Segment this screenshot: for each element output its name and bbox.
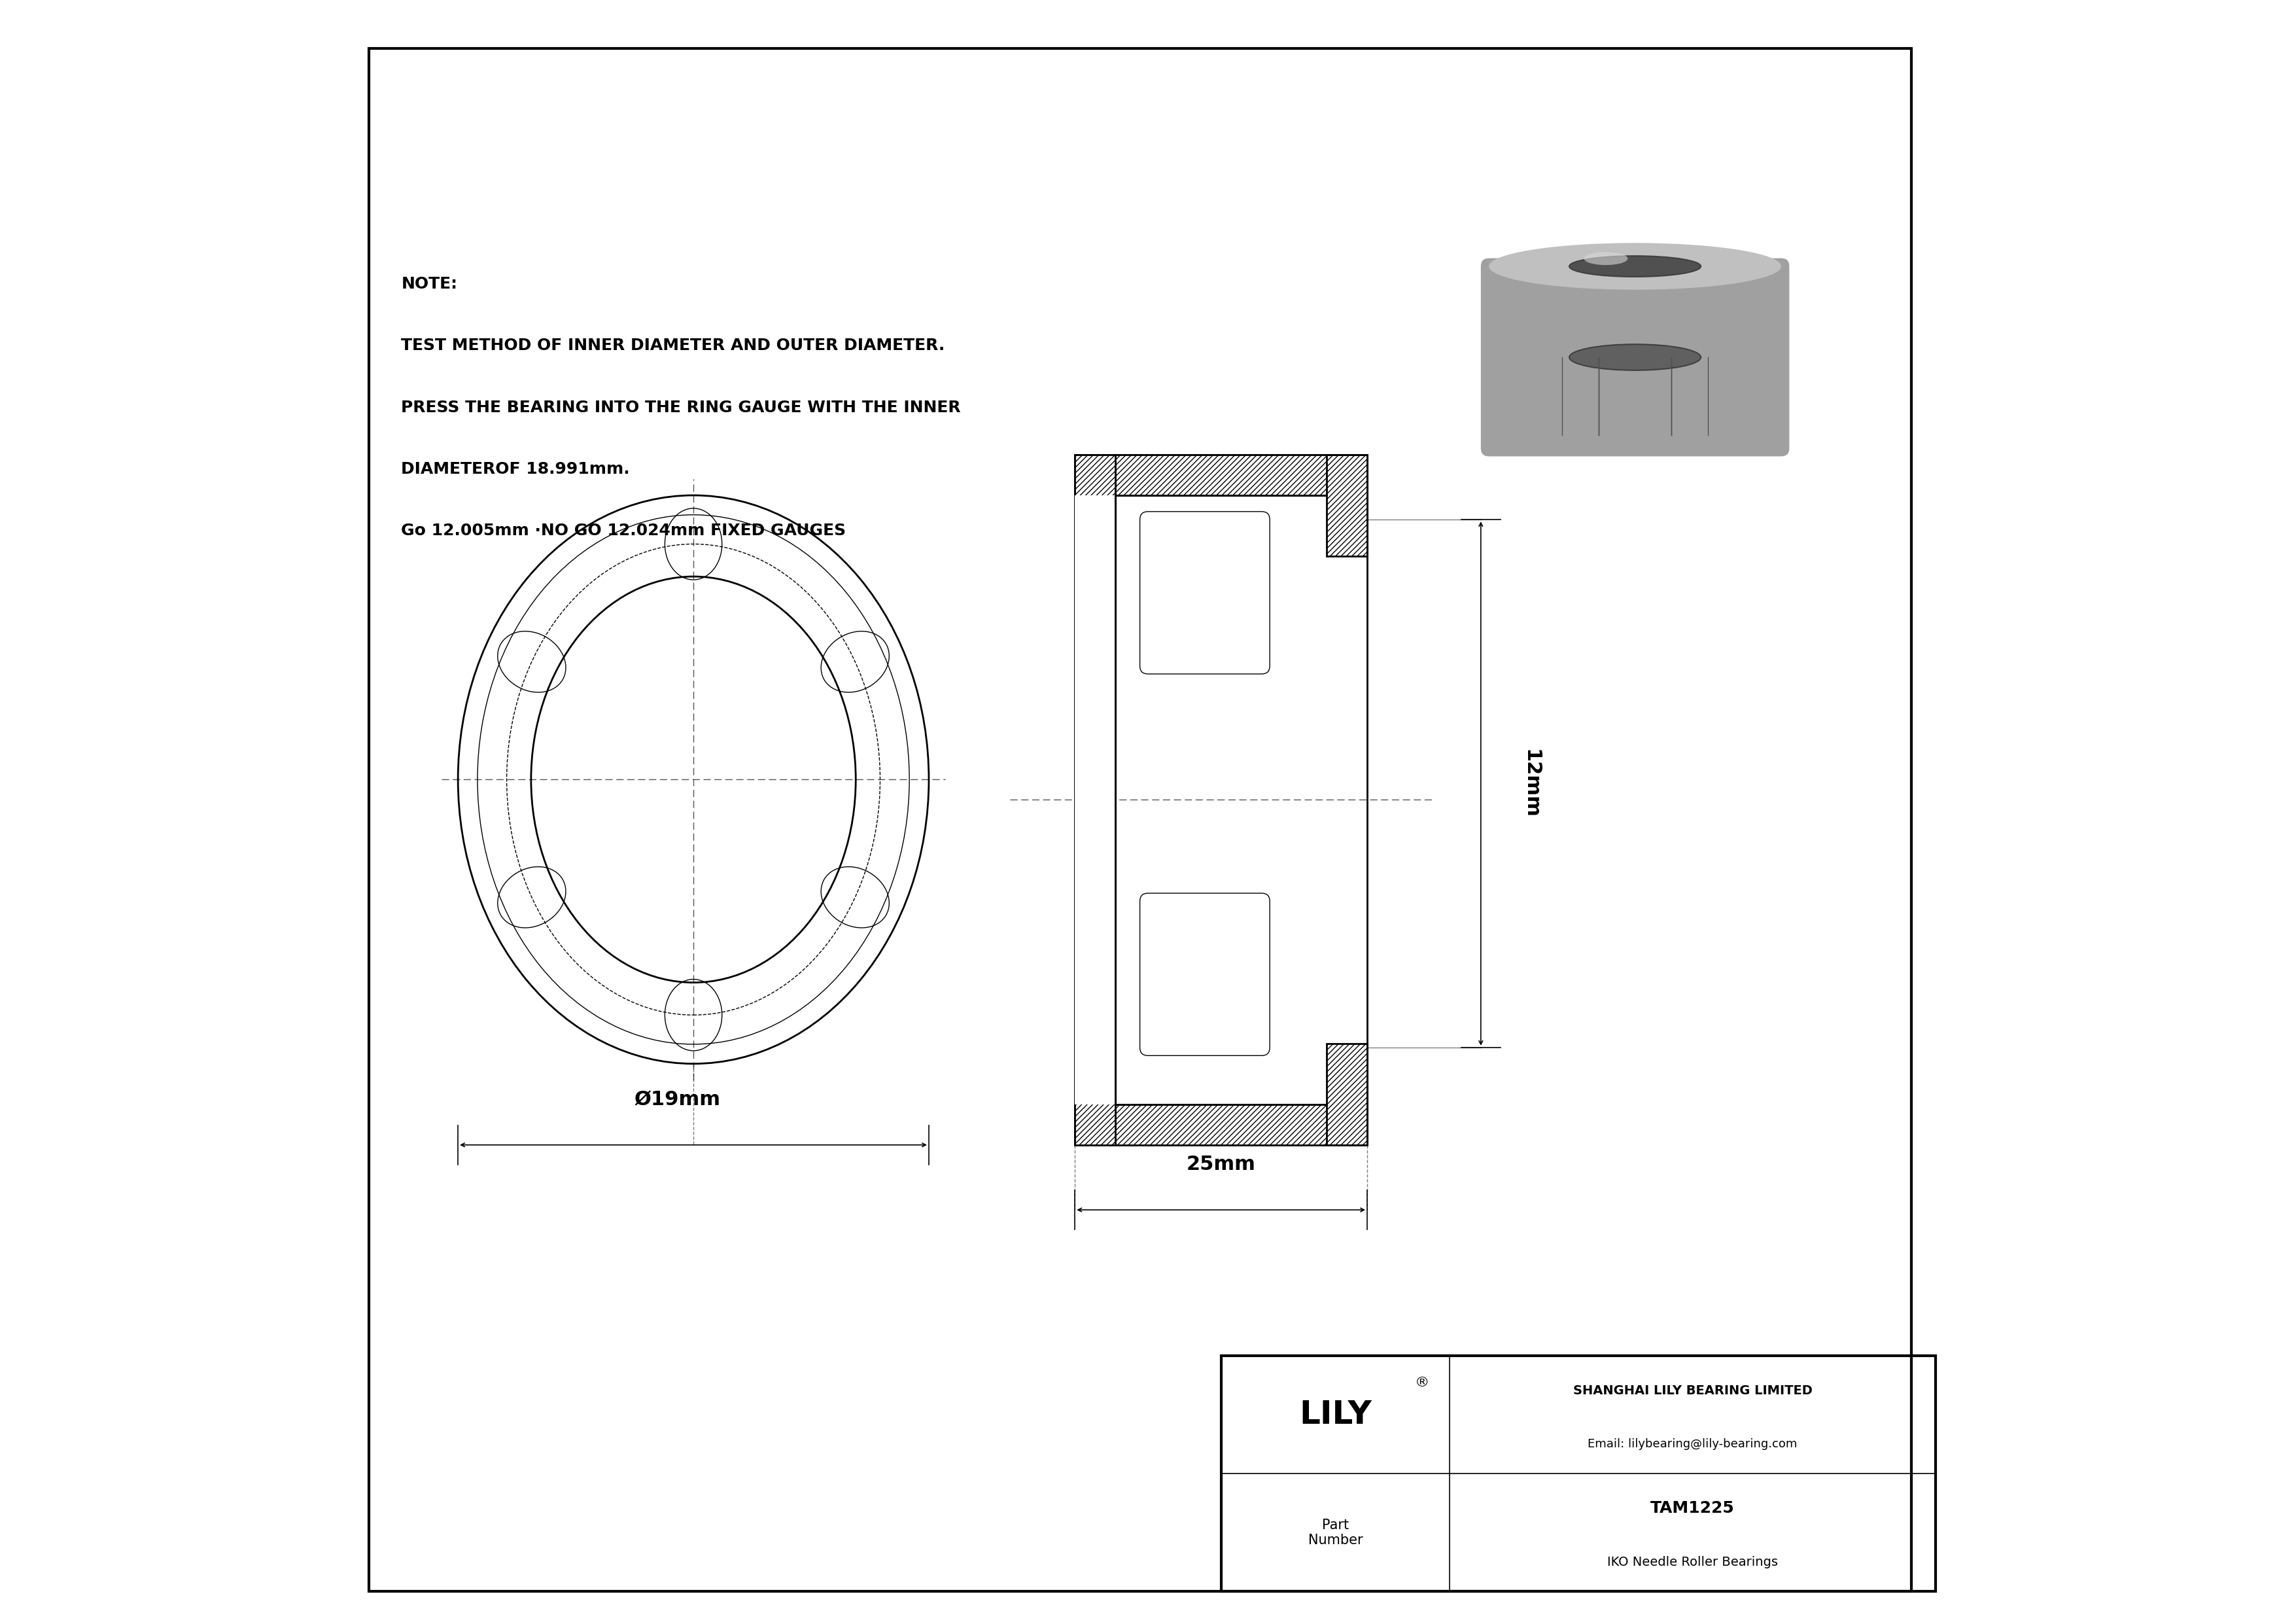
Text: ®: ® [1414,1376,1430,1389]
Ellipse shape [1488,244,1782,289]
Bar [1327,1044,1366,1145]
FancyBboxPatch shape [1139,893,1270,1056]
Text: Ø19mm: Ø19mm [634,1090,721,1109]
Text: NOTE:: NOTE: [402,276,457,292]
Text: Part
Number: Part Number [1309,1518,1364,1546]
Text: IKO Needle Roller Bearings: IKO Needle Roller Bearings [1607,1556,1777,1569]
Ellipse shape [1568,257,1701,276]
Bar [1075,495,1116,1104]
Text: Email: lilybearing@lily-bearing.com: Email: lilybearing@lily-bearing.com [1589,1439,1798,1450]
FancyBboxPatch shape [1481,258,1789,456]
FancyBboxPatch shape [1139,512,1270,674]
Ellipse shape [1584,252,1628,265]
Text: 12mm: 12mm [1522,749,1541,818]
Text: SHANGHAI LILY BEARING LIMITED: SHANGHAI LILY BEARING LIMITED [1573,1384,1812,1397]
Bar [1075,455,1366,495]
Bar [1075,1104,1366,1145]
Text: Go 12.005mm ·NO GO 12.024mm FIXED GAUGES: Go 12.005mm ·NO GO 12.024mm FIXED GAUGES [402,523,845,539]
Bar [1116,495,1327,1104]
Bar [1221,1356,1936,1592]
Text: 25mm: 25mm [1187,1155,1256,1174]
Bar [1075,455,1366,1145]
Text: TEST METHOD OF INNER DIAMETER AND OUTER DIAMETER.: TEST METHOD OF INNER DIAMETER AND OUTER … [402,338,946,354]
Text: TAM1225: TAM1225 [1651,1501,1736,1517]
Bar [1075,455,1116,1145]
Ellipse shape [1568,344,1701,370]
Text: LILY: LILY [1300,1400,1371,1431]
Text: DIAMETEROF 18.991mm.: DIAMETEROF 18.991mm. [402,461,629,477]
Text: PRESS THE BEARING INTO THE RING GAUGE WITH THE INNER: PRESS THE BEARING INTO THE RING GAUGE WI… [402,400,960,416]
Bar [1327,455,1366,555]
